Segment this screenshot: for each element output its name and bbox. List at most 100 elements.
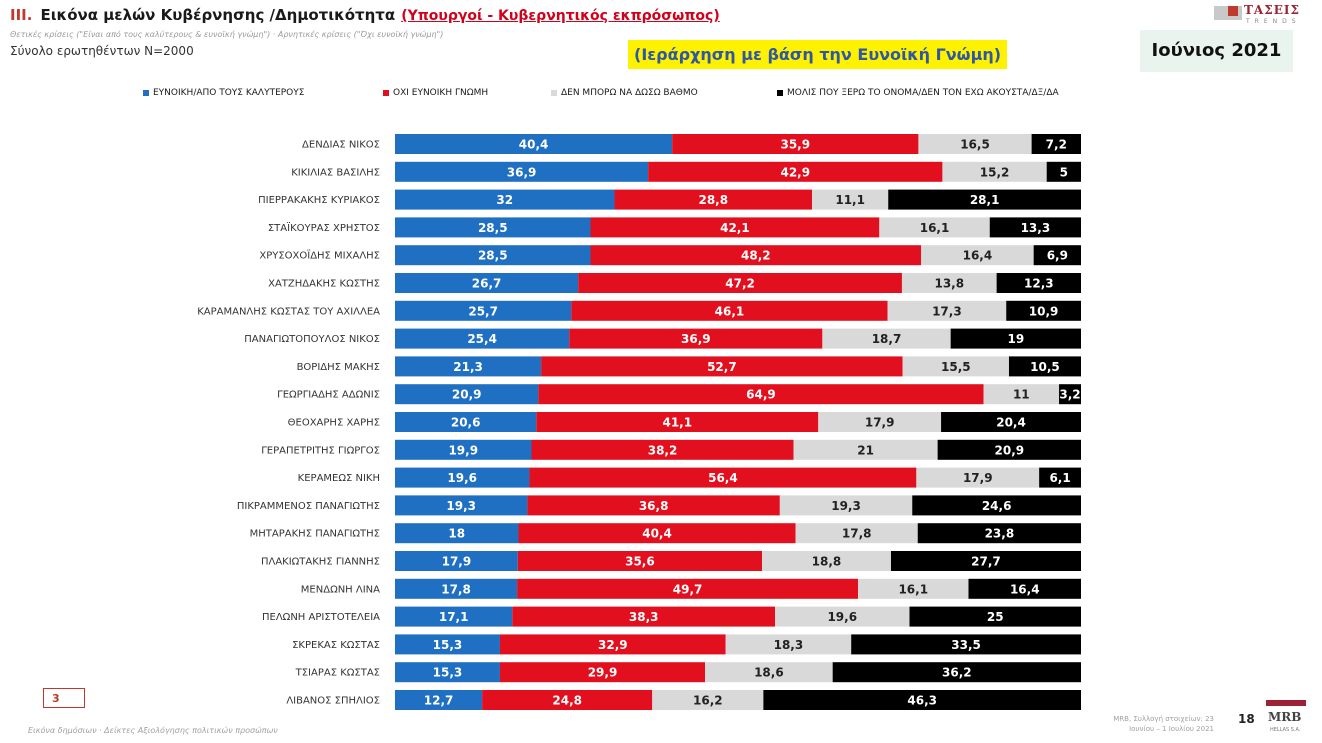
data-label: 12,7 xyxy=(424,694,454,708)
data-label: 26,7 xyxy=(472,277,502,291)
data-label: 16,4 xyxy=(963,249,993,263)
bar-segment-no-rating xyxy=(901,273,997,293)
data-label: 23,8 xyxy=(985,527,1015,541)
bar-segment-unfavorable xyxy=(529,467,917,488)
data-label: 28,5 xyxy=(478,249,508,263)
bar-segment-favorable xyxy=(395,606,513,627)
bar-segment-unknown xyxy=(968,578,1081,599)
bar-segment-unfavorable xyxy=(541,356,903,377)
bar-segment-unfavorable xyxy=(499,634,726,655)
bar-segment-favorable xyxy=(395,495,528,516)
bar-segment-no-rating xyxy=(652,690,764,710)
data-label: 19,3 xyxy=(446,499,476,513)
bar-segment-unknown xyxy=(912,495,1081,516)
data-label: 36,8 xyxy=(639,499,669,513)
data-label: 17,8 xyxy=(441,582,471,596)
bar-segment-favorable xyxy=(395,634,500,655)
data-label: 13,3 xyxy=(1021,221,1051,235)
bar-segment-no-rating xyxy=(879,217,990,238)
bar-segment-no-rating xyxy=(812,189,889,210)
page-number: 18 xyxy=(1238,712,1255,726)
category-label: ΚΙΚΙΛΙΑΣ ΒΑΣΙΛΗΣ xyxy=(291,167,380,178)
legend-item-no-rating: ΔΕΝ ΜΠΟΡΩ ΝΑ ΔΩΣΩ ΒΑΘΜΟ xyxy=(551,88,698,98)
taseis-logo: ΤΑΣΕΙΣ TRENDS xyxy=(1214,2,1314,28)
bar-segment-favorable xyxy=(395,690,483,710)
data-label: 28,8 xyxy=(698,193,728,207)
data-label: 20,6 xyxy=(451,416,481,430)
bar-segment-unfavorable xyxy=(578,273,902,293)
bar-segment-unknown xyxy=(1033,245,1081,266)
bar-segment-unknown xyxy=(950,328,1081,349)
data-label: 38,3 xyxy=(629,610,659,624)
data-label: 18,3 xyxy=(774,638,804,652)
mrb-sub: HELLAS S.A. xyxy=(1270,727,1301,733)
legend-swatch xyxy=(143,90,149,96)
bar-segment-unfavorable xyxy=(538,384,984,405)
bar-segment-no-rating xyxy=(762,551,891,571)
sample-size: Σύνολο ερωτηθέντων Ν=2000 xyxy=(10,44,194,58)
data-label: 18 xyxy=(448,527,465,541)
bar-segment-no-rating xyxy=(918,134,1032,154)
bar-segment-unknown xyxy=(832,662,1081,683)
data-label: 40,4 xyxy=(519,138,549,152)
bar-segment-no-rating xyxy=(942,161,1047,182)
bar-segment-unknown xyxy=(989,217,1081,238)
bar-segment-favorable xyxy=(395,356,542,377)
category-label: ΠΛΑΚΙΩΤΑΚΗΣ ΓΙΑΝΝΗΣ xyxy=(261,557,380,568)
data-label: 28,1 xyxy=(970,193,1000,207)
data-label: 12,3 xyxy=(1024,277,1054,291)
data-label: 25 xyxy=(987,610,1004,624)
bar-segment-unknown xyxy=(890,551,1081,571)
page-title: Εικόνα μελών Κυβέρνησης /Δημοτικότητα xyxy=(40,6,396,24)
data-label: 17,9 xyxy=(963,471,993,485)
legend-item-unknown: ΜΟΛΙΣ ΠΟΥ ΞΕΡΩ ΤΟ ΟΝΟΜΑ/ΔΕΝ ΤΟΝ ΕΧΩ ΑΚΟΥ… xyxy=(777,88,1059,98)
bar-segment-favorable xyxy=(395,384,539,405)
bar-segment-favorable xyxy=(395,328,570,349)
data-label: 20,9 xyxy=(452,388,482,402)
category-label: ΠΙΚΡΑΜΜΕΝΟΣ ΠΑΝΑΓΙΩΤΗΣ xyxy=(237,501,380,512)
bar-segment-no-rating xyxy=(725,634,852,655)
category-label: ΣΤΑΪΚΟΥΡΑΣ ΧΡΗΣΤΟΣ xyxy=(268,221,380,234)
bar-segment-unfavorable xyxy=(672,134,919,154)
legend-label: ΔΕΝ ΜΠΟΡΩ ΝΑ ΔΩΣΩ ΒΑΘΜΟ xyxy=(561,88,698,98)
data-label: 19,6 xyxy=(827,610,857,624)
legend-item-favorable: ΕΥΝΟΙΚΗ/ΑΠΟ ΤΟΥΣ ΚΑΛΥΤΕΡΟΥΣ xyxy=(143,88,304,98)
data-label: 25,4 xyxy=(467,332,497,346)
data-label: 42,9 xyxy=(780,165,810,179)
data-label: 38,2 xyxy=(648,443,678,457)
legend-swatch xyxy=(551,90,557,96)
mrb-logo: MRB HELLAS S.A. xyxy=(1266,700,1310,740)
bar-segment-unfavorable xyxy=(571,300,888,321)
bar-segment-unknown xyxy=(1031,134,1081,154)
data-label: 6,9 xyxy=(1047,249,1068,263)
bar-segment-no-rating xyxy=(902,356,1009,377)
data-label: 17,3 xyxy=(932,304,962,318)
page-subtitle: (Υπουργοί - Κυβερνητικός εκπρόσωπος) xyxy=(401,8,720,24)
source-note: MRB, Συλλογή στοιχείων: 23 Ιουνίου – 1 Ι… xyxy=(1113,715,1214,733)
category-label: ΓΕΩΡΓΙΑΔΗΣ ΑΔΩΝΙΣ xyxy=(277,390,380,401)
bar-segment-favorable xyxy=(395,412,537,432)
data-label: 17,9 xyxy=(442,555,472,569)
bar-segment-favorable xyxy=(395,439,532,460)
category-label: ΠΙΕΡΡΑΚΑΚΗΣ ΚΥΡΙΑΚΟΣ xyxy=(258,195,380,206)
data-label: 3,2 xyxy=(1059,388,1080,402)
data-label: 18,6 xyxy=(754,666,784,680)
category-label: ΤΣΙΑΡΑΣ ΚΩΣΤΑΣ xyxy=(295,668,380,679)
section-number: III. xyxy=(10,6,33,24)
bar-segment-unfavorable xyxy=(499,662,706,683)
legend-label: ΕΥΝΟΙΚΗ/ΑΠΟ ΤΟΥΣ ΚΑΛΥΤΕΡΟΥΣ xyxy=(153,88,305,98)
data-label: 6,1 xyxy=(1049,471,1070,485)
data-label: 48,2 xyxy=(741,249,771,263)
bar-segment-no-rating xyxy=(705,662,833,683)
data-label: 18,8 xyxy=(812,555,842,569)
bar-segment-favorable xyxy=(395,245,591,266)
bar-segment-unknown xyxy=(917,523,1081,544)
data-label: 32,9 xyxy=(598,638,628,652)
data-label: 49,7 xyxy=(673,582,703,596)
legend-swatch xyxy=(777,90,783,96)
bar-segment-favorable xyxy=(395,578,518,599)
legend-item-unfavorable: ΟΧΙ ΕΥΝΟΙΚΗ ΓΝΩΜΗ xyxy=(383,88,488,98)
bar-segment-no-rating xyxy=(795,523,918,544)
criteria-note: Θετικές κρίσεις ("Είναι από τους καλύτερ… xyxy=(10,30,444,39)
